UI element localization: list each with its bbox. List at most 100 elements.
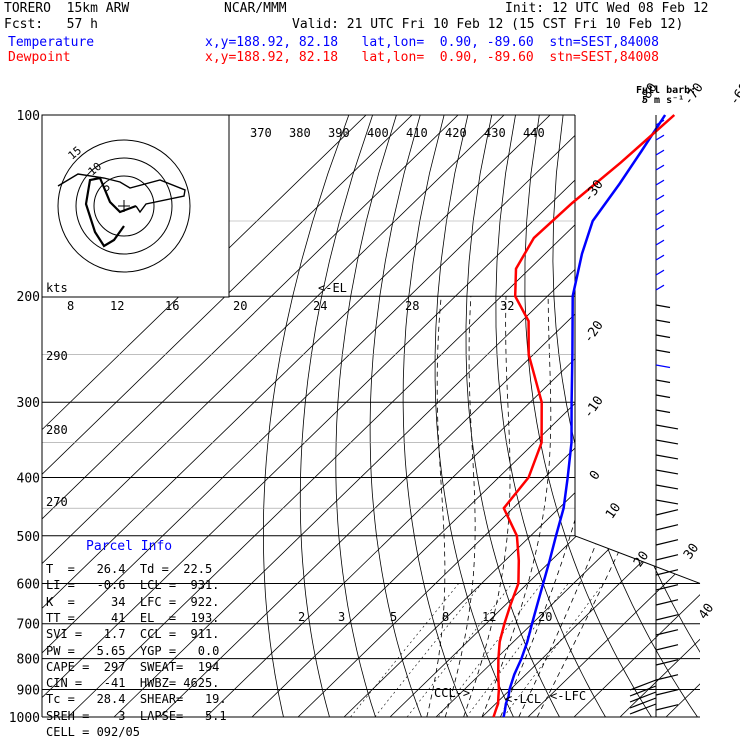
lcl-marker: <-LCL <box>505 692 541 706</box>
wind-barb <box>656 645 678 650</box>
wind-barb <box>656 350 670 353</box>
theta-label-left: 290 <box>46 349 68 363</box>
wind-barb <box>656 150 664 155</box>
parcel-info-title: Parcel Info <box>86 540 172 554</box>
isotherm-line <box>298 115 740 717</box>
el-marker: <-EL <box>318 281 347 295</box>
pressure-label: 600 <box>17 577 40 592</box>
wind-barb <box>656 255 664 260</box>
isotherm-label: 10 <box>603 500 624 521</box>
isotherm-line <box>620 115 740 717</box>
dry-adiabat-line <box>730 115 740 730</box>
parcel-info-row: K = 34 LFC = 922. <box>46 594 219 611</box>
moist-adiabat-line <box>519 296 656 717</box>
theta-label: 390 <box>328 126 350 140</box>
wind-barb <box>656 440 678 444</box>
isotherm-label: -60 <box>727 80 740 108</box>
dry-adiabat-line <box>466 115 566 730</box>
mixing-ratio-label: 8 <box>442 610 449 624</box>
pressure-label: 800 <box>17 653 40 668</box>
pressure-label: 500 <box>17 530 40 545</box>
dry-adiabat-line <box>263 115 348 730</box>
wind-barb-low <box>630 680 656 690</box>
theta-label: 410 <box>406 126 428 140</box>
wind-barb <box>656 305 670 308</box>
wind-barb <box>656 470 678 474</box>
dry-adiabat-line <box>682 115 740 730</box>
moist-adiabat-label: 12 <box>110 299 124 313</box>
isotherm-label: -30 <box>581 177 607 205</box>
wind-barb <box>656 395 670 398</box>
parcel-info-row: CELL = 092/05 <box>46 724 140 741</box>
wind-barb <box>656 165 664 170</box>
isotherm-label: -20 <box>581 318 607 346</box>
parcel-info-row: T = 26.4 Td = 22.5 <box>46 561 212 578</box>
isotherm-line <box>574 115 740 717</box>
moist-adiabat-label: 20 <box>233 299 247 313</box>
isotherm-label: 40 <box>696 601 717 622</box>
lfc-marker: <-LFC <box>550 689 586 703</box>
isotherm-label: 20 <box>631 549 652 570</box>
dry-adiabat-line <box>553 115 706 730</box>
theta-label: 370 <box>250 126 272 140</box>
wind-barb <box>656 285 664 290</box>
mixing-ratio-label: 20 <box>538 610 552 624</box>
wind-barb <box>656 585 678 590</box>
moist-adiabat-label: 16 <box>165 299 179 313</box>
wind-barb <box>656 455 678 459</box>
parcel-info-row: Tc = 28.4 SHEAR= 19. <box>46 691 227 708</box>
dry-adiabat-line <box>633 115 740 730</box>
wind-barb <box>656 320 670 323</box>
parcel-info-row: SVI = 1.7 CCL = 911. <box>46 626 219 643</box>
theta-label: 420 <box>445 126 467 140</box>
dry-adiabat-line <box>370 115 426 730</box>
wind-barb <box>656 600 678 605</box>
wind-barb <box>656 380 670 383</box>
pressure-label: 1000 <box>9 711 40 726</box>
wind-barb <box>656 425 678 429</box>
wind-barbs <box>630 115 678 717</box>
pressure-label: 200 <box>17 290 40 305</box>
isotherm-label: 0 <box>587 468 604 483</box>
wind-barb <box>656 510 678 515</box>
wind-barb <box>656 240 664 245</box>
pressure-label: 400 <box>17 471 40 486</box>
theta-label: 440 <box>523 126 545 140</box>
dry-adiabat-line <box>336 115 397 730</box>
isotherm-line <box>666 115 740 717</box>
wind-barb-low <box>630 692 656 702</box>
mixing-ratio-label: 3 <box>338 610 345 624</box>
wind-barb <box>656 705 678 710</box>
dry-adiabat-line <box>607 115 740 730</box>
theta-label: 430 <box>484 126 506 140</box>
wind-barb <box>656 410 670 413</box>
theta-label-left: 270 <box>46 495 68 509</box>
pressure-label: 700 <box>17 618 40 633</box>
moist-adiabat-line <box>482 296 551 717</box>
isotherm-label: -10 <box>581 394 607 422</box>
parcel-info-row: PW = 5.65 YGP = 0.0 <box>46 643 219 660</box>
theta-label-left: 280 <box>46 423 68 437</box>
moist-adiabat-label: 32 <box>500 299 514 313</box>
wind-barb-low <box>630 704 656 714</box>
wind-barb <box>656 135 664 140</box>
wind-barb <box>656 225 664 230</box>
moist-adiabat-label: 8 <box>67 299 74 313</box>
mixing-ratio-label: 5 <box>390 610 397 624</box>
isotherm-line <box>160 115 740 717</box>
wind-barb <box>656 630 678 635</box>
wind-barb <box>656 525 678 530</box>
wind-barb <box>656 555 678 560</box>
parcel-info-row: SREH = 3 LAPSE= 5.1 <box>46 708 227 725</box>
wind-barb <box>656 485 678 489</box>
wind-barb <box>656 335 670 338</box>
mixing-ratio-label: 12 <box>482 610 496 624</box>
parcel-info-row: CIN = -41 HWBZ= 4625. <box>46 675 219 692</box>
pressure-label: 100 <box>17 109 40 124</box>
parcel-info-row: TT = 41 EL = 193. <box>46 610 219 627</box>
moist-adiabat-line <box>445 296 475 717</box>
ccl-marker: CCL-> <box>434 686 470 700</box>
parcel-info-row: CAPE = 297 SWEAT= 194 <box>46 659 219 676</box>
pressure-label: 300 <box>17 396 40 411</box>
theta-label: 400 <box>367 126 389 140</box>
